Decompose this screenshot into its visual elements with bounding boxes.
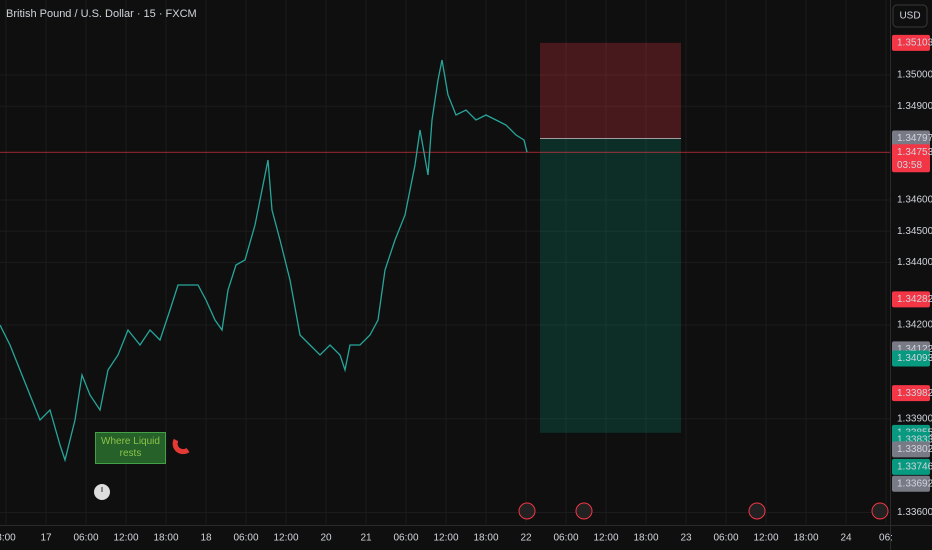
countdown-label: 03:58 xyxy=(897,160,922,171)
x-tick-label: 18:00 xyxy=(633,533,658,544)
price-label: 1.33982 xyxy=(897,388,932,399)
event-icon[interactable] xyxy=(871,502,889,520)
x-tick-label: 21 xyxy=(360,533,372,544)
x-tick-label: 18:00 xyxy=(793,533,818,544)
x-tick-label: 18:00 xyxy=(153,533,178,544)
y-tick-label: 1.34400 xyxy=(897,257,932,268)
x-tick-label: 23 xyxy=(680,533,692,544)
price-label: 1.33692 xyxy=(897,478,932,489)
y-tick-label: 1.34200 xyxy=(897,320,932,331)
y-tick-label: 1.35000 xyxy=(897,70,932,81)
price-label: 1.33833 xyxy=(897,434,932,445)
price-label: 1.33746 xyxy=(897,462,932,473)
chart-title: British Pound / U.S. Dollar · 15 · FXCM xyxy=(6,8,197,20)
price-label-box xyxy=(892,130,930,147)
price-label: 1.34122 xyxy=(897,344,932,355)
y-tick-label: 1.33900 xyxy=(897,413,932,424)
price-line xyxy=(0,59,528,463)
price-label-box xyxy=(892,291,930,308)
x-tick-label: 17 xyxy=(40,533,52,544)
x-tick-label: 24 xyxy=(840,533,852,544)
x-tick-label: 06:00 xyxy=(233,533,258,544)
price-label-box xyxy=(892,34,930,51)
clock-icon xyxy=(94,484,110,500)
price-label: 1.34797 xyxy=(897,133,932,144)
y-tick-label: 1.34600 xyxy=(897,195,932,206)
target-zone xyxy=(540,138,681,433)
x-tick-label: 12:00 xyxy=(753,533,778,544)
y-tick-label: 1.34900 xyxy=(897,101,932,112)
event-icon[interactable] xyxy=(748,502,766,520)
stop-zone xyxy=(540,42,681,139)
x-tick-label: 18:00 xyxy=(473,533,498,544)
price-label-box xyxy=(892,144,930,173)
price-label: 1.34282 xyxy=(897,294,932,305)
currency-label[interactable]: USD xyxy=(899,11,920,22)
y-tick-label: 1.34500 xyxy=(897,226,932,237)
x-tick-label: 20 xyxy=(320,533,332,544)
x-tick-label: 06:00 xyxy=(713,533,738,544)
currency-button[interactable] xyxy=(892,4,928,28)
x-tick-label: 12:00 xyxy=(113,533,138,544)
x-tick-label: 22 xyxy=(520,533,532,544)
event-icon[interactable] xyxy=(518,502,536,520)
x-tick-label: 06:00 xyxy=(73,533,98,544)
price-label-box xyxy=(892,441,930,458)
magnet-icon xyxy=(172,438,190,455)
x-tick-label: 12:00 xyxy=(273,533,298,544)
price-label: 1.35103 xyxy=(897,37,932,48)
x-tick-label: 12:00 xyxy=(593,533,618,544)
x-tick-label: 12:00 xyxy=(433,533,458,544)
x-tick-label: 8:00 xyxy=(0,533,16,544)
price-label-box xyxy=(892,350,930,367)
y-tick-label: 1.33600 xyxy=(897,507,932,518)
price-label-box xyxy=(892,458,930,475)
x-tick-label: 06: xyxy=(879,533,893,544)
price-label: 1.34093 xyxy=(897,353,932,364)
price-label: 1.33802 xyxy=(897,444,932,455)
price-label: 1.34753 xyxy=(897,147,932,158)
x-tick-label: 06:00 xyxy=(393,533,418,544)
price-label-box xyxy=(892,385,930,402)
price-label-box xyxy=(892,475,930,492)
annotation: Where Liquid rests xyxy=(95,432,166,464)
event-icon[interactable] xyxy=(575,502,593,520)
x-tick-label: 06:00 xyxy=(553,533,578,544)
x-tick-label: 18 xyxy=(200,533,212,544)
